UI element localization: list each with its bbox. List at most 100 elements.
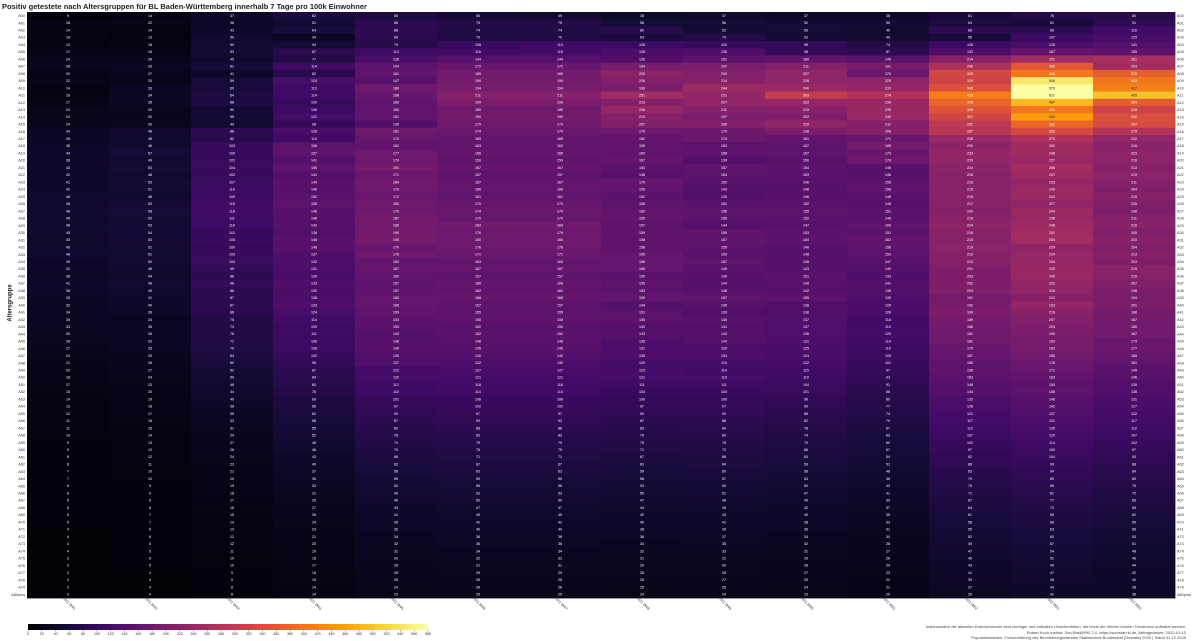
cell-value-label: 136 bbox=[803, 332, 809, 336]
cell-value-label: 26 bbox=[230, 448, 234, 452]
cell-value-label: 32 bbox=[804, 542, 808, 546]
heatmap-cell bbox=[929, 48, 1012, 56]
heatmap-cell bbox=[765, 395, 848, 404]
cell-value-label: 64 bbox=[312, 28, 316, 32]
heatmap-cell bbox=[1093, 106, 1176, 114]
heatmap-cell bbox=[765, 69, 848, 78]
row-label-left: A21 bbox=[18, 166, 25, 170]
heatmap-cell bbox=[683, 409, 766, 418]
cell-value-label: 114 bbox=[557, 390, 563, 394]
heatmap-cell bbox=[273, 257, 356, 266]
heatmap-cell bbox=[191, 467, 274, 476]
cell-value-label: 134 bbox=[721, 354, 727, 358]
heatmap-cell bbox=[355, 511, 438, 519]
cell-value-label: 148 bbox=[967, 383, 973, 387]
cell-value-label: 96 bbox=[312, 361, 316, 365]
cell-value-label: 121 bbox=[557, 376, 563, 380]
heatmap-cell bbox=[273, 163, 356, 172]
cell-value-label: 111 bbox=[229, 216, 234, 220]
cell-value-label: 68 bbox=[230, 101, 234, 105]
cell-value-label: 224 bbox=[967, 224, 973, 228]
cell-value-label: 185 bbox=[475, 72, 481, 76]
row-label-left: A49 bbox=[18, 369, 25, 373]
heatmap-cell bbox=[519, 120, 602, 129]
heatmap-cell bbox=[601, 163, 684, 172]
heatmap-cell bbox=[437, 279, 520, 288]
heatmap-cell bbox=[519, 69, 602, 78]
heatmap-cell bbox=[683, 446, 766, 454]
cell-value-label: 34 bbox=[804, 535, 808, 539]
cell-value-label: 24 bbox=[804, 585, 808, 589]
heatmap-cell bbox=[765, 171, 848, 179]
heatmap-cell bbox=[683, 330, 766, 338]
cell-value-label: 403 bbox=[1131, 79, 1137, 83]
row-label-right: A18 bbox=[1177, 144, 1184, 148]
row-label-left: A16 bbox=[18, 130, 25, 134]
cell-value-label: 107 bbox=[967, 434, 973, 438]
cell-value-label: 220 bbox=[967, 144, 973, 148]
cell-value-label: 224 bbox=[967, 166, 973, 170]
heatmap-cell bbox=[601, 12, 684, 20]
cell-value-label: 48 bbox=[886, 470, 890, 474]
row-label-right: A42 bbox=[1177, 318, 1184, 322]
row-label-right: A65 bbox=[1177, 484, 1184, 488]
heatmap-cell bbox=[847, 460, 930, 469]
cell-value-label: 34 bbox=[312, 36, 316, 40]
cell-value-label: 158 bbox=[639, 245, 645, 249]
cell-value-label: 158 bbox=[721, 151, 727, 155]
row-label-left: A34 bbox=[18, 260, 25, 264]
cell-value-label: 35 bbox=[312, 477, 316, 481]
heatmap-cell bbox=[847, 525, 930, 534]
cell-value-label: 229 bbox=[1049, 245, 1055, 249]
cell-value-label: 115 bbox=[475, 50, 481, 54]
cell-value-label: 62 bbox=[1132, 513, 1136, 517]
heatmap-cell bbox=[355, 142, 438, 150]
row-label-right: A09 bbox=[1177, 79, 1184, 83]
heatmap-cell bbox=[27, 214, 110, 223]
heatmap-cell bbox=[519, 77, 602, 85]
heatmap-cell bbox=[765, 113, 848, 121]
cell-value-label: 184 bbox=[393, 180, 399, 184]
heatmap-cell bbox=[355, 590, 438, 599]
heatmap-cell bbox=[191, 547, 274, 555]
cell-value-label: 50 bbox=[558, 499, 562, 503]
heatmap-cell bbox=[683, 308, 766, 317]
cell-value-label: 157 bbox=[393, 282, 399, 286]
cell-value-label: 59 bbox=[476, 477, 480, 481]
cell-value-label: 6 bbox=[67, 491, 69, 495]
heatmap-cell bbox=[847, 62, 930, 71]
heatmap-cell bbox=[109, 214, 192, 223]
cell-value-label: 52 bbox=[312, 434, 316, 438]
heatmap-cell bbox=[847, 221, 930, 230]
heatmap-cell bbox=[27, 576, 110, 584]
cell-value-label: 157 bbox=[557, 173, 563, 177]
heatmap-cell bbox=[27, 185, 110, 194]
cell-value-label: 180 bbox=[475, 108, 481, 112]
heatmap-cell bbox=[765, 431, 848, 440]
cell-value-label: 41 bbox=[886, 491, 890, 495]
heatmap-cell bbox=[191, 388, 274, 396]
heatmap-cell bbox=[1011, 323, 1094, 331]
heatmap-cell bbox=[1011, 503, 1094, 512]
heatmap-cell bbox=[929, 561, 1012, 570]
cell-value-label: 16 bbox=[66, 36, 70, 40]
colorbar-tick-label: 280 bbox=[218, 632, 224, 636]
heatmap-cell bbox=[109, 113, 192, 121]
heatmap-cell bbox=[437, 431, 520, 440]
cell-value-label: 163 bbox=[475, 144, 481, 148]
cell-value-label: 104 bbox=[1049, 455, 1055, 459]
cell-value-label: 106 bbox=[557, 397, 563, 401]
cell-value-label: 91 bbox=[886, 383, 890, 387]
heatmap-cell bbox=[601, 380, 684, 389]
cell-value-label: 50 bbox=[148, 260, 152, 264]
cell-value-label: 17 bbox=[312, 564, 316, 568]
heatmap-cell bbox=[191, 475, 274, 483]
cell-value-label: 131 bbox=[1131, 397, 1137, 401]
cell-value-label: 103 bbox=[229, 253, 235, 257]
cell-value-label: 215 bbox=[1131, 274, 1137, 278]
heatmap-cell bbox=[191, 540, 274, 548]
heatmap-cell bbox=[519, 207, 602, 215]
cell-value-label: 161 bbox=[475, 195, 481, 199]
heatmap-cell bbox=[519, 134, 602, 143]
row-label-right: A13 bbox=[1177, 108, 1184, 112]
